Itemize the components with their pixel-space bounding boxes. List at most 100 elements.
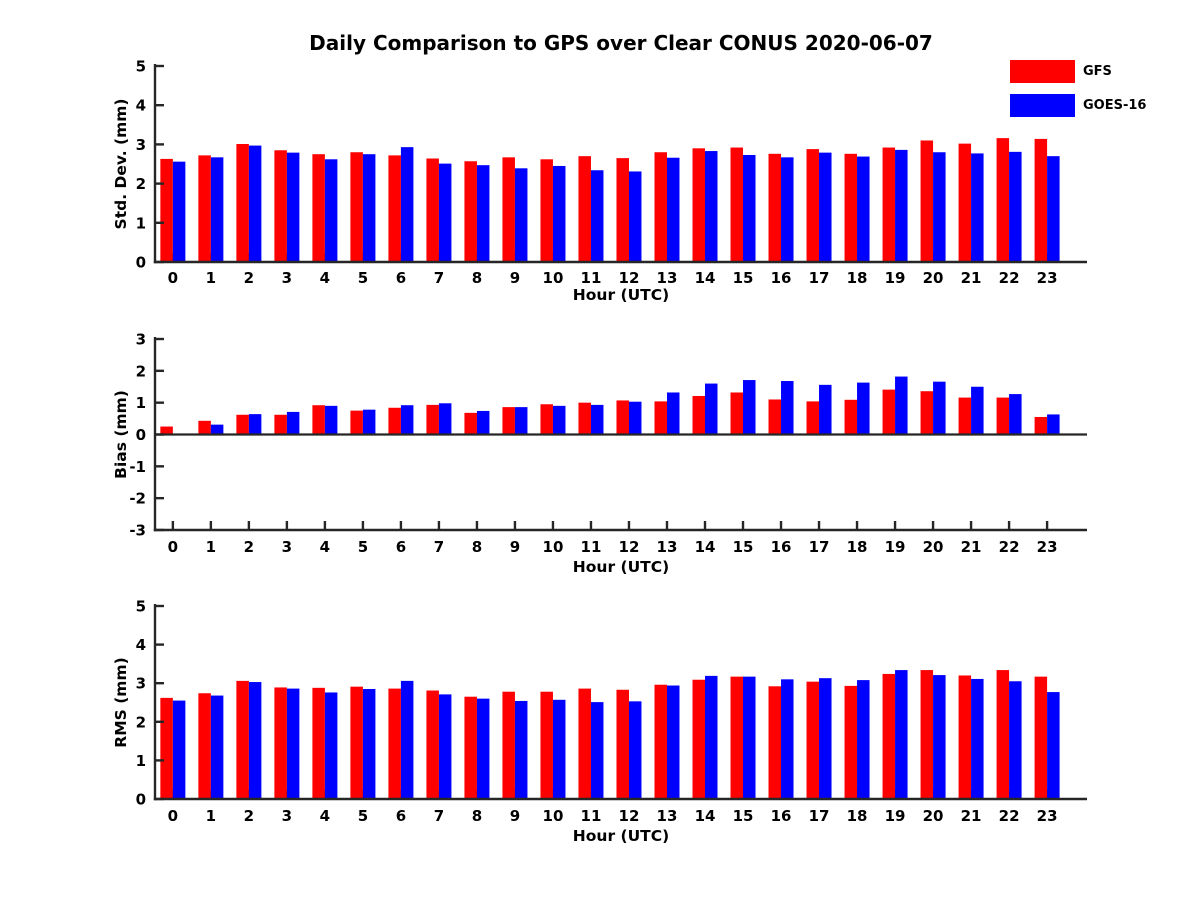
bar-goes-16-h17	[819, 384, 832, 435]
y-tick-label: 2	[136, 362, 146, 380]
bar-goes-16-h4	[324, 692, 338, 799]
x-tick-label: 6	[396, 538, 406, 556]
y-tick-label: 1	[136, 752, 146, 770]
bar-gfs-h22	[996, 670, 1010, 799]
bar-gfs-h22	[996, 397, 1010, 435]
bar-gfs-h7	[426, 404, 439, 435]
legend: GFS GOES-16	[1010, 60, 1146, 128]
bar-gfs-h14	[692, 395, 705, 435]
x-tick-label: 9	[510, 269, 520, 287]
x-tick-label: 10	[543, 538, 564, 556]
bar-goes-16-h6	[400, 680, 414, 799]
bar-gfs-h1	[198, 420, 211, 435]
bar-gfs-h23	[1034, 676, 1048, 799]
bar-gfs-h8	[464, 161, 477, 262]
x-tick-label: 0	[168, 807, 178, 825]
bar-goes-16-h20	[933, 152, 946, 262]
bar-goes-16-h16	[781, 157, 794, 262]
bar-goes-16-h1	[210, 424, 224, 435]
bar-gfs-h6	[388, 688, 401, 799]
bar-goes-16-h12	[628, 401, 642, 435]
bar-goes-16-h7	[438, 694, 452, 799]
bar-gfs-h15	[730, 392, 744, 435]
x-tick-label: 8	[472, 269, 482, 287]
x-tick-label: 12	[619, 538, 640, 556]
x-tick-label: 20	[923, 269, 944, 287]
bar-gfs-h5	[350, 152, 363, 262]
x-tick-label: 4	[320, 269, 330, 287]
bar-goes-16-h4	[324, 159, 338, 262]
bar-goes-16-h10	[552, 699, 566, 799]
bar-gfs-h4	[312, 405, 325, 435]
bar-goes-16-h18	[857, 156, 870, 262]
bar-goes-16-h21	[971, 153, 984, 262]
bar-gfs-h18	[844, 399, 858, 435]
bar-goes-16-h7	[438, 403, 452, 435]
bar-gfs-h6	[388, 407, 401, 435]
bar-goes-16-h12	[628, 701, 642, 799]
bar-goes-16-h14	[705, 151, 718, 262]
bar-gfs-h18	[844, 685, 858, 799]
x-tick-label: 6	[396, 269, 406, 287]
bar-gfs-h1	[198, 693, 211, 799]
bar-gfs-h23	[1034, 138, 1048, 262]
x-tick-label: 10	[543, 269, 564, 287]
bar-goes-16-h11	[590, 404, 604, 435]
bar-goes-16-h19	[895, 149, 908, 262]
bar-goes-16-h9	[514, 407, 528, 435]
x-tick-label: 7	[434, 807, 444, 825]
y-tick-label: 0	[136, 254, 146, 272]
bar-goes-16-h10	[552, 405, 566, 435]
x-axis-title: Hour (UTC)	[573, 558, 669, 576]
y-tick-label: 4	[136, 97, 146, 115]
y-tick-label: 2	[136, 175, 146, 193]
bar-gfs-h3	[274, 414, 287, 435]
bar-gfs-h0	[160, 697, 173, 799]
bar-gfs-h10	[540, 159, 553, 262]
y-tick-label: 3	[136, 331, 146, 349]
bar-gfs-h5	[350, 410, 363, 435]
x-tick-label: 5	[358, 538, 368, 556]
bar-goes-16-h21	[971, 386, 984, 435]
bar-goes-16-h23	[1047, 692, 1060, 799]
bar-gfs-h23	[1034, 416, 1048, 435]
y-tick-label: 0	[136, 426, 146, 444]
bar-gfs-h2	[236, 680, 249, 799]
bar-gfs-h16	[768, 399, 782, 435]
x-tick-label: 2	[244, 538, 254, 556]
x-tick-label: 11	[581, 807, 602, 825]
x-tick-label: 1	[206, 538, 216, 556]
x-tick-label: 20	[923, 807, 944, 825]
bar-gfs-h20	[920, 670, 934, 799]
bar-goes-16-h22	[1009, 394, 1022, 435]
x-tick-label: 16	[771, 538, 792, 556]
bar-goes-16-h4	[324, 405, 338, 435]
bar-gfs-h8	[464, 412, 477, 435]
x-tick-label: 0	[168, 538, 178, 556]
x-tick-label: 19	[885, 807, 906, 825]
bar-gfs-h8	[464, 696, 477, 799]
bar-gfs-h13	[654, 401, 667, 435]
y-tick-label: 5	[136, 598, 146, 616]
x-tick-label: 13	[657, 269, 678, 287]
x-tick-label: 19	[885, 538, 906, 556]
bar-gfs-h3	[274, 687, 287, 799]
bar-gfs-h20	[920, 391, 934, 435]
y-tick-label: -2	[129, 490, 146, 508]
bar-gfs-h2	[236, 144, 249, 262]
bar-goes-16-h5	[362, 688, 376, 799]
bar-gfs-h13	[654, 684, 667, 799]
bar-gfs-h21	[958, 675, 972, 799]
bar-goes-16-h23	[1047, 414, 1060, 435]
bar-gfs-h12	[616, 400, 629, 435]
x-tick-label: 6	[396, 807, 406, 825]
bar-gfs-h3	[274, 150, 287, 262]
x-axis-title: Hour (UTC)	[573, 286, 669, 304]
bar-goes-16-h3	[286, 411, 300, 435]
x-tick-label: 3	[282, 538, 292, 556]
x-tick-label: 7	[434, 538, 444, 556]
x-tick-label: 22	[999, 538, 1020, 556]
bar-gfs-h4	[312, 687, 325, 799]
bar-gfs-h19	[882, 673, 896, 799]
bar-goes-16-h17	[819, 152, 832, 262]
